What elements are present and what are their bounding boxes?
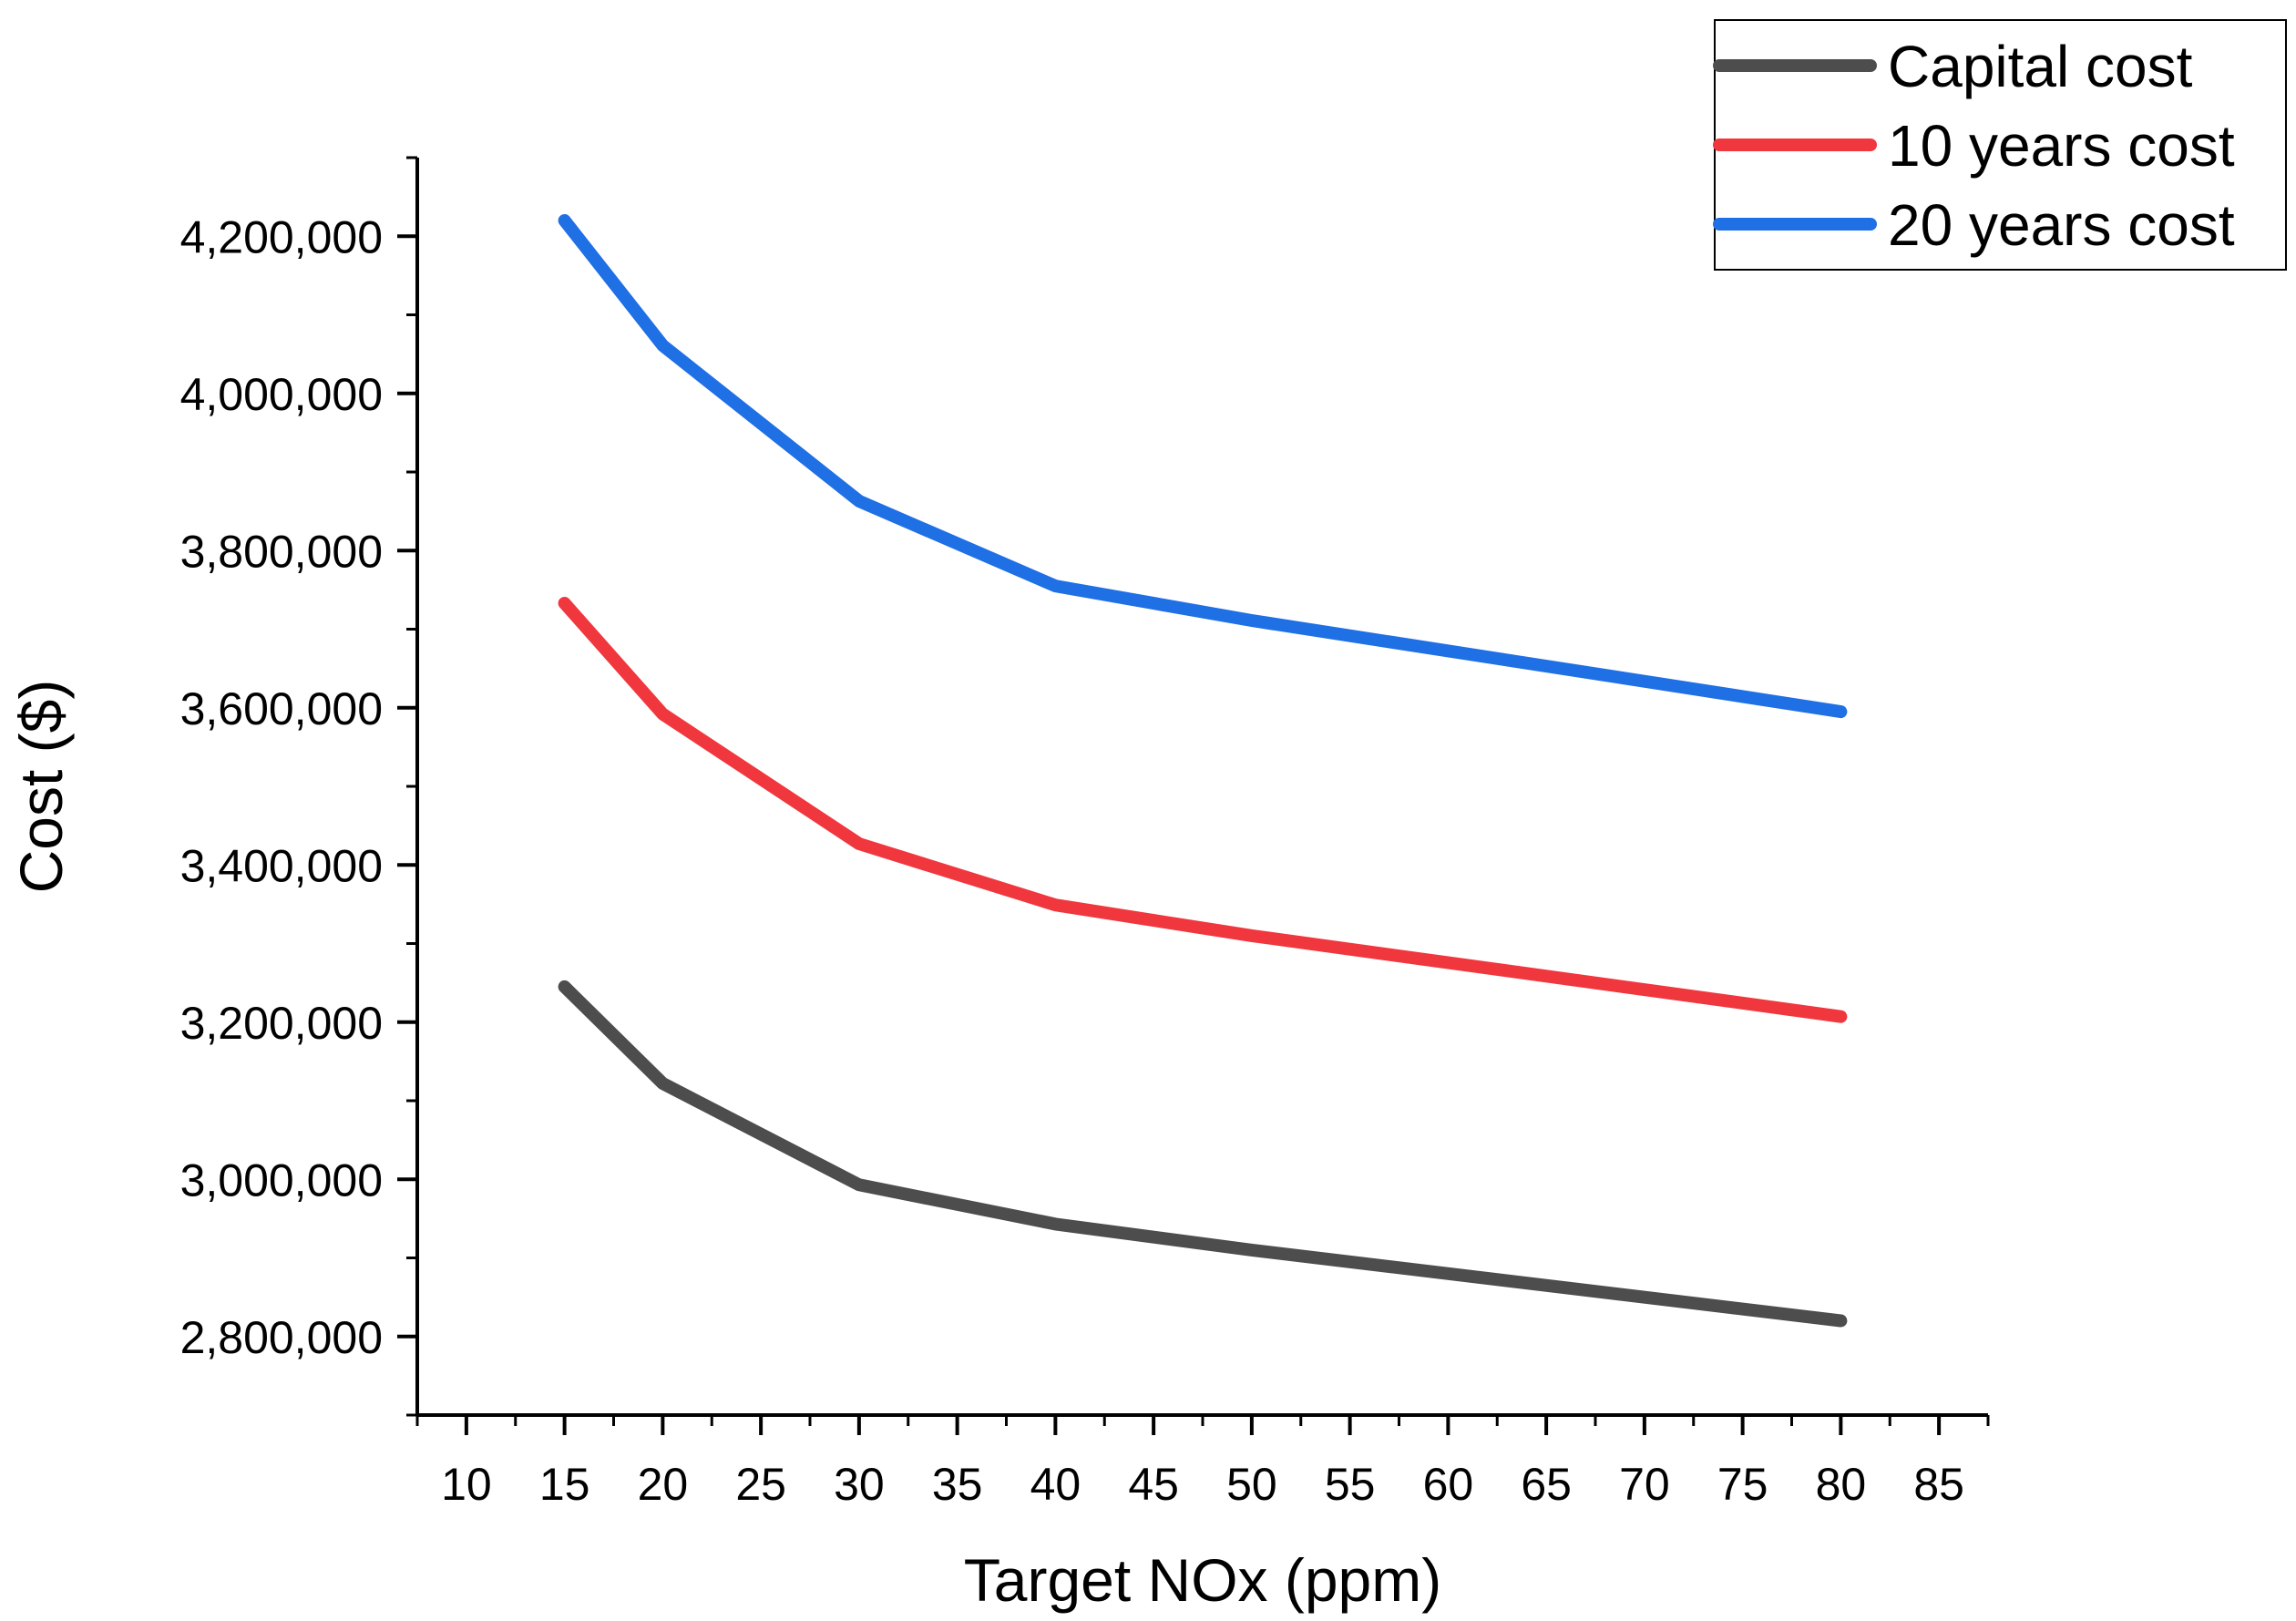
y-tick-label: 2,800,000 bbox=[180, 1312, 383, 1363]
x-tick-label: 50 bbox=[1226, 1459, 1277, 1510]
x-tick-label: 55 bbox=[1325, 1459, 1376, 1510]
legend: Capital cost 10 years cost 20 years cost bbox=[1713, 19, 2287, 271]
legend-label-capital-cost: Capital cost bbox=[1888, 34, 2193, 99]
series-lines bbox=[558, 214, 1848, 1328]
series-line-20-years-cost bbox=[558, 214, 1848, 719]
x-tick-label: 35 bbox=[932, 1459, 983, 1510]
tick-labels: 10 15 20 25 30 35 40 45 50 55 60 65 70 75 80 85 2,800,00… bbox=[180, 211, 1964, 1510]
axes bbox=[415, 158, 1988, 1417]
y-tick-label: 4,000,000 bbox=[180, 369, 383, 420]
x-tick-label: 80 bbox=[1816, 1459, 1867, 1510]
x-tick-label: 85 bbox=[1913, 1459, 1964, 1510]
x-tick-label: 45 bbox=[1128, 1459, 1179, 1510]
series-line-10-years-cost bbox=[558, 597, 1848, 1023]
x-tick-label: 25 bbox=[735, 1459, 786, 1510]
legend-label-10-years-cost: 10 years cost bbox=[1888, 113, 2235, 179]
x-tick-label: 70 bbox=[1619, 1459, 1670, 1510]
series-line-capital-cost bbox=[558, 980, 1848, 1328]
y-tick-label: 3,400,000 bbox=[180, 840, 383, 891]
y-tick-label: 3,200,000 bbox=[180, 998, 383, 1049]
y-tick-label: 4,200,000 bbox=[180, 211, 383, 262]
x-tick-label: 30 bbox=[834, 1459, 885, 1510]
legend-label-20-years-cost: 20 years cost bbox=[1888, 192, 2235, 258]
y-tick-label: 3,000,000 bbox=[180, 1154, 383, 1205]
x-axis-title: Target NOx (ppm) bbox=[964, 1546, 1441, 1614]
x-tick-label: 20 bbox=[638, 1459, 689, 1510]
x-tick-label: 60 bbox=[1423, 1459, 1474, 1510]
x-tick-label: 15 bbox=[539, 1459, 590, 1510]
x-tick-label: 10 bbox=[441, 1459, 492, 1510]
y-tick-label: 3,800,000 bbox=[180, 526, 383, 577]
y-axis-title: Cost ($) bbox=[7, 680, 75, 894]
x-tick-label: 40 bbox=[1030, 1459, 1081, 1510]
tick-marks bbox=[397, 156, 1990, 1435]
x-tick-label: 75 bbox=[1717, 1459, 1768, 1510]
y-tick-label: 3,600,000 bbox=[180, 683, 383, 734]
x-tick-label: 65 bbox=[1521, 1459, 1572, 1510]
